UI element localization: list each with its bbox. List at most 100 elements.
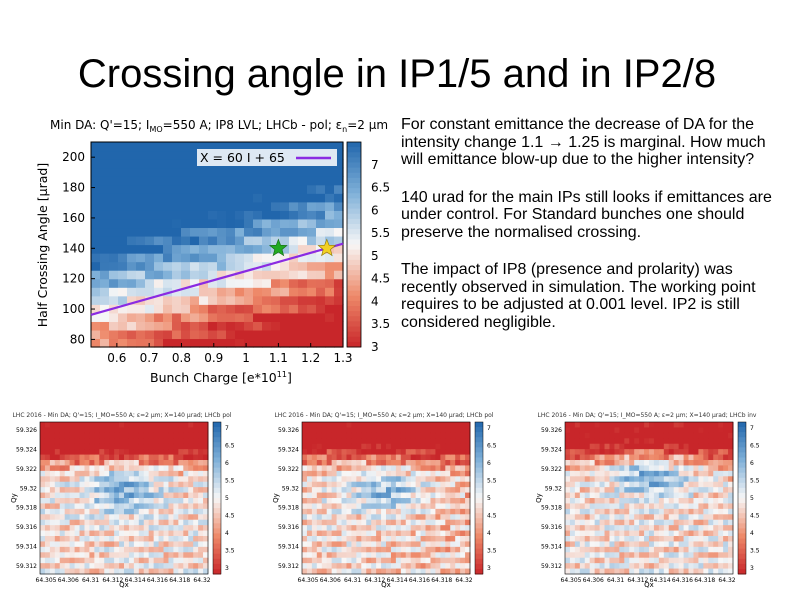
heatmap-cell [693,449,699,456]
colorbar-segment [347,162,361,169]
heatmap-cell [371,465,377,472]
heatmap-cell [614,563,620,570]
heatmap-cell [203,432,209,439]
heatmap-cell [629,481,635,488]
heatmap-cell [639,498,645,504]
heatmap-cell [668,481,675,488]
heatmap-cell [168,530,174,537]
heatmap-cell [118,210,128,220]
heatmap-cell [74,449,81,456]
heatmap-cell [79,519,85,526]
heatmap-cell [376,470,382,477]
heatmap-cell [723,563,729,570]
heatmap-cell [713,481,719,488]
heatmap-cell [128,481,135,488]
heatmap-cell [718,476,724,483]
heatmap-cell [226,227,236,237]
heatmap-cell [634,476,640,483]
heatmap-cell [199,329,209,340]
heatmap-cell [100,295,110,305]
heatmap-cell [688,465,694,472]
heatmap-cell [678,443,685,450]
x-tick-label: 64.305 [561,577,582,584]
heatmap-cell [40,427,46,434]
heatmap-cell [698,530,704,537]
x-tick-label: 64.32 [193,577,210,584]
heatmap-cell [100,312,110,322]
x-axis-label: Qx [119,581,129,589]
heatmap-cell [336,530,343,537]
heatmap-cell [158,427,165,434]
heatmap-cell [271,201,281,211]
heatmap-cell [450,508,456,515]
colorbar-segment [738,457,746,464]
heatmap-cell [114,438,120,445]
heatmap-cell [84,432,90,439]
heatmap-cell [331,557,338,564]
heatmap-cell [244,338,254,348]
heatmap-cell [79,530,85,537]
heatmap-cell [415,514,422,521]
heatmap-cell [253,253,263,263]
heatmap-cell [262,210,272,220]
heatmap-cell [624,443,630,450]
heatmap-cell [668,465,675,472]
heatmap-cell [69,536,76,542]
heatmap-cell [381,460,387,466]
heatmap-cell [181,150,191,160]
heatmap-cell [124,443,130,450]
heatmap-cell [193,498,199,504]
heatmap-cell [420,432,427,439]
heatmap-cell [594,557,601,564]
heatmap-cell [346,454,352,461]
heatmap-cell [114,449,120,456]
heatmap-cell [366,492,372,499]
heatmap-cell [104,465,110,472]
heatmap-cell [455,498,461,504]
heatmap-cell [84,514,90,521]
heatmap-cell [311,487,318,494]
heatmap-cell [89,536,95,542]
heatmap-cell [127,321,137,331]
heatmap-cell [465,454,471,461]
heatmap-cell [619,498,625,504]
heatmap-cell [163,557,169,564]
heatmap-cell [371,454,377,461]
heatmap-cell [450,438,456,445]
heatmap-cell [381,481,387,488]
heatmap-cell [440,530,446,537]
heatmap-cell [569,557,576,564]
heatmap-cell [460,498,466,504]
heatmap-cell [49,438,56,445]
heatmap-cell [321,536,328,542]
heatmap-cell [118,253,128,263]
heatmap-cell [253,321,263,331]
heatmap-cell [133,481,140,488]
heatmap-cell [143,552,150,559]
heatmap-cell [450,443,456,450]
heatmap-cell [173,546,179,553]
heatmap-cell [634,536,640,542]
heatmap-cell [649,519,655,526]
heatmap-cell [235,287,245,297]
heatmap-cell [599,498,606,504]
heatmap-cell [306,552,313,559]
heatmap-cell [639,422,645,428]
heatmap-cell [366,487,372,494]
heatmap-cell [334,167,344,177]
colorbar-segment [213,553,221,560]
heatmap-cell [235,321,245,331]
heatmap-cell [599,449,606,456]
heatmap-cell [614,470,620,477]
colorbar-segment [475,492,483,499]
heatmap-cell [59,546,66,553]
heatmap-cell [614,530,620,537]
heatmap-cell [119,460,125,466]
heatmap-cell [455,525,461,532]
heatmap-cell [163,536,169,542]
heatmap-cell [574,427,581,434]
heatmap-cell [663,422,670,428]
heatmap-cell [79,557,85,564]
heatmap-cell [326,536,333,542]
heatmap-cell [698,568,704,575]
